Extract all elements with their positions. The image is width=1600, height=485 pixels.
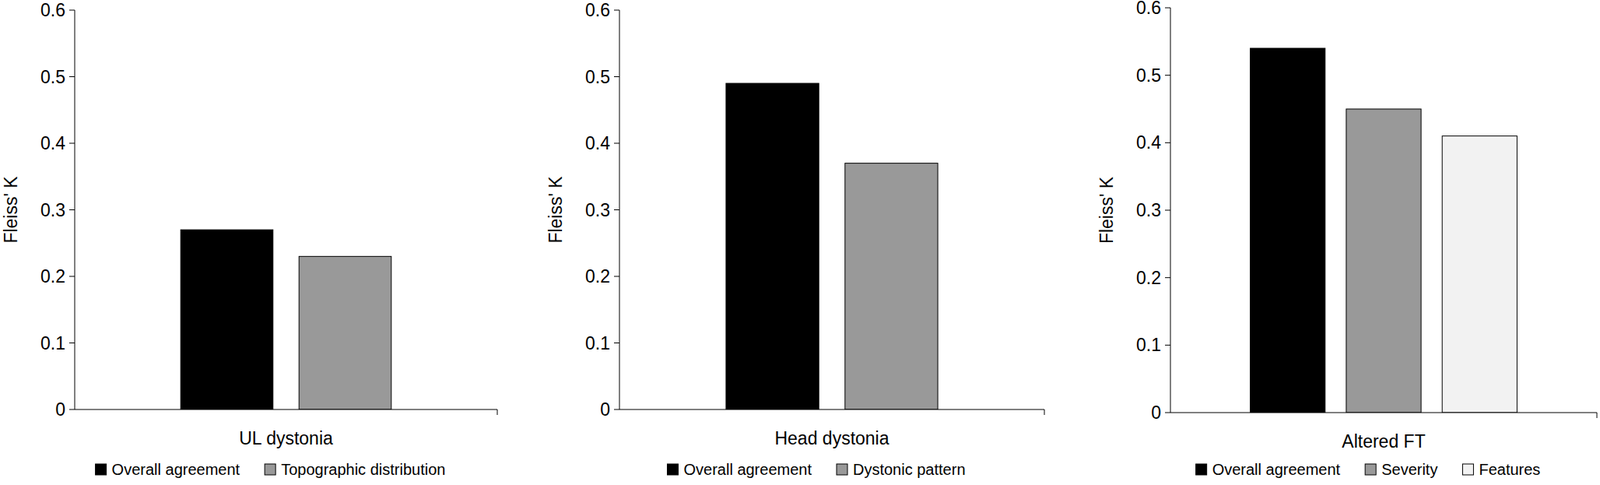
x-axis — [619, 409, 1045, 411]
y-tick-label: 0.3 — [585, 200, 611, 221]
y-tick — [69, 10, 75, 11]
y-tick-label: 0 — [1150, 402, 1162, 423]
chart-svg: 0 0.1 0.2 0.3 0.4 0.5 0.6 UL dystonia Fleiss' K O… — [0, 0, 1600, 485]
legend-label: Dystonic pattern — [852, 460, 966, 478]
bar — [180, 229, 274, 410]
y-tick — [614, 10, 620, 11]
y-tick — [1164, 142, 1171, 144]
y-tick — [1164, 412, 1171, 414]
y-tick — [614, 276, 620, 278]
y-tick — [614, 143, 620, 144]
y-tick-label: 0.2 — [40, 266, 66, 287]
x-axis — [1170, 412, 1597, 414]
bars — [726, 83, 938, 410]
y-tick — [1164, 74, 1171, 76]
y-tick — [614, 342, 620, 344]
y-tick-label: 0.1 — [1136, 334, 1162, 355]
legend-label: Severity — [1381, 460, 1438, 478]
legend-swatch — [95, 463, 107, 475]
y-tick — [1164, 344, 1171, 346]
y-tick — [1164, 7, 1171, 9]
legend-label: Overall agreement — [112, 460, 241, 478]
legend: Overall agreement Dystonic pattern — [666, 460, 965, 478]
y-axis — [1170, 7, 1172, 413]
y-tick-label: 0.4 — [40, 133, 66, 154]
y-axis-label: Fleiss' K — [0, 175, 22, 244]
y-tick-label: 0.2 — [1136, 267, 1162, 288]
y-tick-label: 0.4 — [1136, 132, 1162, 153]
y-tick — [69, 76, 75, 78]
y-tick — [1164, 277, 1171, 278]
legend: Overall agreement Severity Features — [1196, 460, 1541, 478]
legend: Overall agreement Topographic distributio… — [95, 460, 446, 478]
category-label: Altered FT — [1341, 431, 1425, 452]
y-tick-label: 0 — [55, 399, 66, 420]
panel: 0 0.1 0.2 0.3 0.4 0.5 0.6 Head dystonia Fleiss' … — [545, 0, 1045, 478]
legend-label: Features — [1478, 460, 1541, 478]
panel: 0 0.1 0.2 0.3 0.4 0.5 0.6 UL dystonia Fleiss' K O… — [0, 0, 498, 478]
y-tick-label: 0.6 — [40, 0, 66, 21]
y-tick-label: 0.6 — [585, 0, 611, 21]
y-axis-label: Fleiss' K — [1096, 175, 1117, 244]
y-tick — [69, 409, 75, 411]
y-tick-label: 0 — [600, 399, 611, 420]
y-tick — [69, 143, 75, 144]
y-tick-label: 0.5 — [585, 66, 611, 88]
y-tick — [69, 276, 75, 278]
y-tick-label: 0.1 — [585, 333, 611, 354]
y-tick-label: 0.2 — [585, 266, 611, 287]
y-tick-label: 0.5 — [1136, 65, 1162, 86]
legend-label: Overall agreement — [1212, 460, 1341, 478]
x-axis — [74, 409, 498, 411]
y-axis — [74, 10, 76, 410]
chart-root: 0 0.1 0.2 0.3 0.4 0.5 0.6 UL dystonia Fleiss' K O… — [0, 0, 1600, 485]
bar — [1346, 108, 1422, 413]
y-tick-label: 0.5 — [40, 66, 66, 88]
bar — [298, 256, 392, 410]
y-tick-label: 0.6 — [1136, 0, 1162, 18]
legend-swatch — [264, 463, 276, 475]
y-tick-label: 0.3 — [40, 200, 66, 221]
x-axis-end — [497, 409, 499, 415]
y-tick — [614, 209, 620, 211]
legend-swatch — [666, 463, 678, 475]
y-tick-label: 0.1 — [40, 333, 66, 354]
legend-swatch — [836, 463, 848, 475]
legend-label: Overall agreement — [683, 460, 812, 478]
bar — [1250, 48, 1326, 413]
x-axis-end — [1044, 409, 1046, 415]
category-label: UL dystonia — [238, 428, 334, 449]
legend-label: Topographic distribution — [280, 460, 446, 478]
y-tick — [69, 342, 75, 344]
y-tick-label: 0.3 — [1136, 200, 1162, 221]
category-label: Head dystonia — [774, 428, 889, 449]
y-tick — [1164, 210, 1171, 211]
bars — [1250, 48, 1518, 413]
bars — [180, 229, 392, 410]
y-axis-label: Fleiss' K — [545, 175, 566, 244]
y-axis — [619, 10, 621, 410]
bar — [845, 163, 938, 410]
y-tick — [614, 76, 620, 78]
y-tick — [69, 209, 75, 211]
legend-swatch — [1462, 463, 1474, 475]
x-axis-end — [1596, 412, 1598, 418]
bar — [726, 83, 819, 410]
y-tick — [614, 409, 620, 411]
y-tick-label: 0.4 — [585, 133, 611, 154]
bar — [1442, 136, 1517, 413]
legend-swatch — [1196, 463, 1208, 475]
legend-swatch — [1364, 463, 1376, 475]
panel: 0 0.1 0.2 0.3 0.4 0.5 0.6 Altered FT Fleiss' K Ov… — [1096, 0, 1597, 478]
